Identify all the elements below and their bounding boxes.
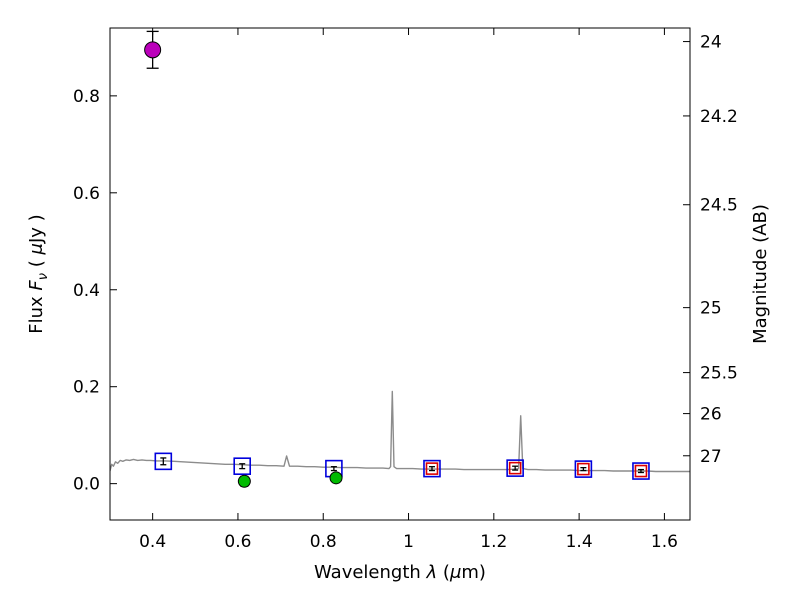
x-tick-label: 1.6 [651, 532, 678, 552]
x-tick-label: 1.4 [566, 532, 593, 552]
photometry-red-squares-marker [577, 462, 590, 476]
y-tick-label-right: 25 [700, 299, 722, 319]
y-tick-label-right: 27 [700, 447, 722, 467]
y-tick-label-right: 26 [700, 405, 722, 425]
y-tick-label-right: 24.2 [700, 107, 738, 127]
x-tick-label: 0.6 [224, 532, 251, 552]
photometry-blue-squares-group [154, 452, 650, 480]
photometry-blue-squares-marker [632, 462, 650, 480]
y-axis-label-left: Flux Fν ( μJy ) [26, 214, 51, 333]
photometry-blue-squares-marker [506, 459, 524, 477]
photometry-red-squares-marker [508, 461, 522, 475]
y-tick-label-right: 25.5 [700, 364, 738, 384]
photometry-blue-squares-marker [154, 452, 173, 471]
photometry-blue-squares-marker [233, 457, 252, 475]
photometry-magenta-circle-marker [144, 41, 162, 59]
y-tick-label-left: 0.8 [73, 87, 100, 107]
y-tick-label-left: 0.6 [73, 184, 100, 204]
x-tick-label: 0.4 [139, 532, 166, 552]
y-tick-label-right: 24 [700, 33, 722, 53]
axes-frame [109, 27, 691, 521]
model-spectrum-line [110, 390, 690, 473]
y-tick-label-left: 0.4 [73, 281, 100, 301]
photometry-red-squares-marker [425, 462, 439, 475]
y-tick-label-left: 0.2 [73, 378, 100, 398]
x-tick-label: 0.8 [310, 532, 337, 552]
x-tick-label: 1.2 [480, 532, 507, 552]
photometry-red-squares-marker [634, 464, 648, 478]
photometry-green-circles-marker [329, 471, 343, 485]
x-axis-label: Wavelength λ (μm) [314, 562, 486, 583]
y-tick-label-left: 0.0 [73, 475, 100, 495]
plot-area [110, 30, 690, 488]
x-tick-label: 1 [403, 532, 414, 552]
photometry-blue-squares-marker [423, 459, 441, 478]
y-tick-label-right: 24.5 [700, 196, 738, 216]
photometry-blue-squares-marker [574, 460, 593, 478]
y-axis-label-right: Magnitude (AB) [750, 204, 771, 344]
photometry-green-circles-marker [237, 474, 251, 488]
photometry-green-circles-group [237, 471, 343, 488]
photometry-red-squares-group [425, 461, 648, 478]
photometry-magenta-circle-group [144, 30, 162, 69]
